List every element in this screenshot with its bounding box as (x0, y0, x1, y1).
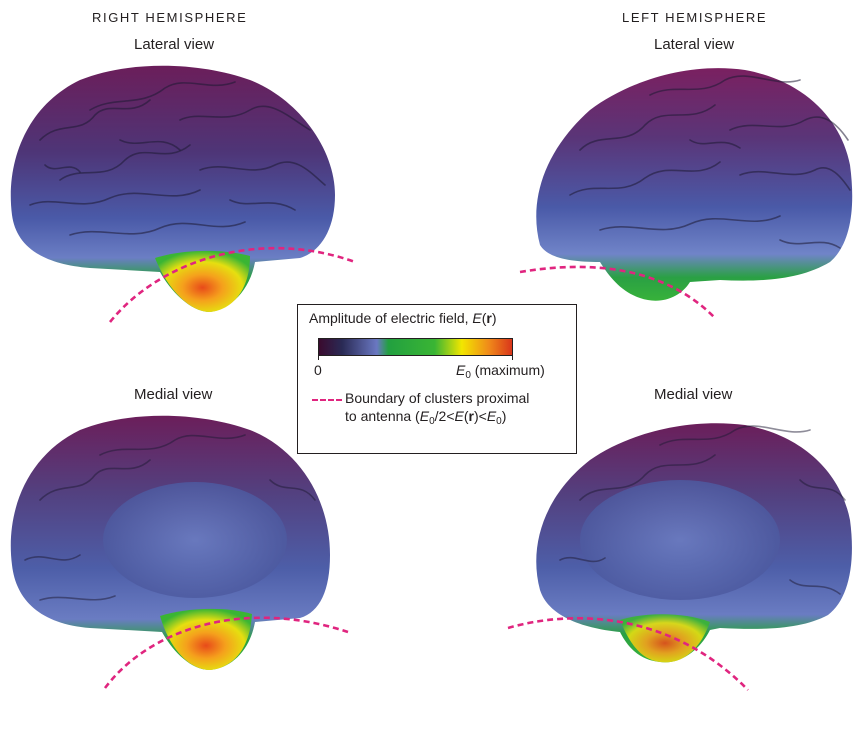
boundary-legend-line1: Boundary of clusters proximal (345, 390, 530, 406)
boundary-legend-line2: to antenna (E0/2<E(r)<E0) (345, 408, 507, 427)
colorbar-min-tick (318, 355, 319, 360)
left-lateral-brain (536, 68, 853, 301)
right-lateral-view-label: Lateral view (134, 36, 215, 53)
colorbar-max-label: E0 (maximum) (456, 362, 545, 381)
right-lateral-brain (10, 65, 335, 312)
right-hemisphere-title: RIGHT HEMISPHERE (92, 10, 248, 25)
legend-title: Amplitude of electric field, E(r) (309, 310, 497, 326)
left-hemisphere-title: LEFT HEMISPHERE (622, 10, 768, 25)
colorbar-max-tick (512, 355, 513, 360)
right-medial-view-label: Medial view (134, 386, 213, 403)
colorbar-min-label: 0 (314, 362, 322, 378)
boundary-dash-sample (312, 399, 342, 401)
right-medial-brain (10, 415, 330, 670)
colorbar (318, 338, 513, 356)
left-lateral-view-label: Lateral view (654, 36, 735, 53)
legend-box: Amplitude of electric field, E(r) 0 E0 (… (297, 304, 577, 454)
left-medial-brain (536, 423, 852, 663)
boundary-arcs (103, 246, 749, 691)
left-medial-view-label: Medial view (654, 386, 733, 403)
